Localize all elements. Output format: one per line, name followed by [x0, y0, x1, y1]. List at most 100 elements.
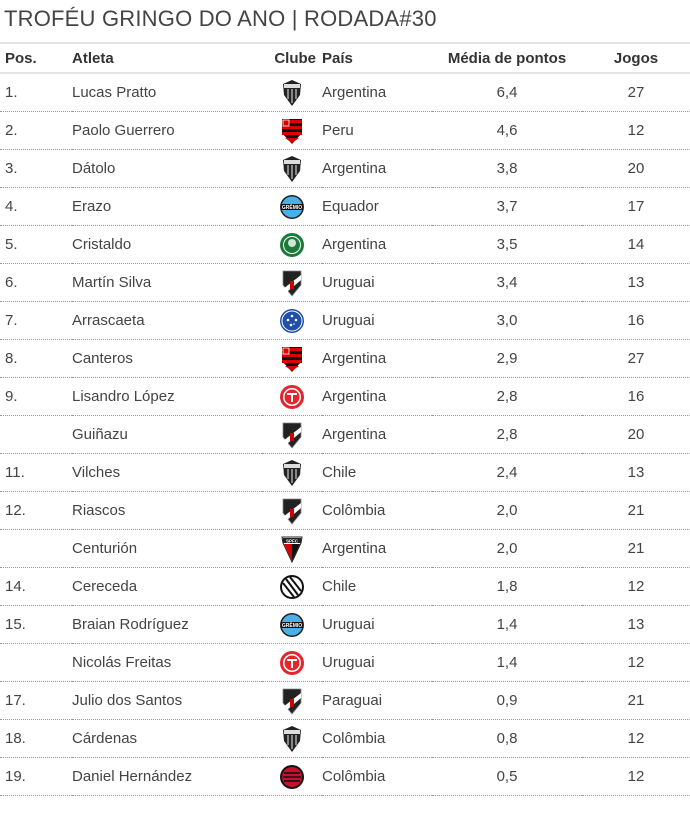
games-count: 27 [582, 339, 690, 378]
average-points: 2,8 [432, 415, 582, 454]
position-cell: 4. [0, 187, 72, 226]
gremio-crest: GRÊMIO [280, 194, 304, 219]
table-row: 11. Vilches Chile 2,4 13 [0, 453, 690, 492]
position-cell [0, 415, 72, 454]
games-count: 21 [582, 491, 690, 530]
athlete-name: Cereceda [72, 567, 262, 606]
table-row: 4. Erazo GRÊMIO Equador 3,7 17 [0, 187, 690, 226]
athlete-name: Lisandro López [72, 377, 262, 416]
country-cell: Uruguai [322, 605, 432, 644]
position-cell: 18. [0, 719, 72, 758]
country-cell: Argentina [322, 225, 432, 264]
table-row: 3. Dátolo Argentina 3,8 20 [0, 149, 690, 188]
athlete-name: Daniel Hernández [72, 757, 262, 796]
ranking-table: Pos. Atleta Clube País Média de pontos J… [0, 42, 690, 796]
club-cell [262, 263, 322, 302]
games-count: 20 [582, 149, 690, 188]
average-points: 1,8 [432, 567, 582, 606]
average-points: 0,9 [432, 681, 582, 720]
header-avg: Média de pontos [432, 42, 582, 74]
club-cell [262, 415, 322, 454]
games-count: 13 [582, 605, 690, 644]
athlete-name: Dátolo [72, 149, 262, 188]
games-count: 21 [582, 681, 690, 720]
club-cell: GRÊMIO [262, 187, 322, 226]
games-count: 12 [582, 567, 690, 606]
vasco-crest [282, 498, 302, 525]
position-cell: 11. [0, 453, 72, 492]
country-cell: Uruguai [322, 643, 432, 682]
athlete-name: Riascos [72, 491, 262, 530]
position-cell [0, 529, 72, 568]
atletico-mg-crest [283, 79, 301, 106]
average-points: 6,4 [432, 73, 582, 112]
athlete-name: Nicolás Freitas [72, 643, 262, 682]
internacional-crest [280, 384, 304, 409]
athlete-name: Cárdenas [72, 719, 262, 758]
average-points: 2,9 [432, 339, 582, 378]
header-row: Pos. Atleta Clube País Média de pontos J… [0, 42, 690, 74]
club-cell [262, 225, 322, 264]
games-count: 27 [582, 73, 690, 112]
country-cell: Chile [322, 567, 432, 606]
athlete-name: Arrascaeta [72, 301, 262, 340]
club-cell [262, 719, 322, 758]
average-points: 1,4 [432, 643, 582, 682]
page-title: TROFÉU GRINGO DO ANO | RODADA#30 [4, 6, 437, 31]
position-cell: 6. [0, 263, 72, 302]
atletico-pr-crest [280, 764, 304, 789]
header-country: País [322, 42, 432, 74]
athlete-name: Cristaldo [72, 225, 262, 264]
average-points: 2,4 [432, 453, 582, 492]
vasco-crest [282, 422, 302, 449]
table-row: 18. Cárdenas Colômbia 0,8 12 [0, 719, 690, 758]
table-body: 1. Lucas Pratto Argentina 6,4 27 2. Paolo Guer… [0, 73, 690, 796]
games-count: 13 [582, 263, 690, 302]
country-cell: Chile [322, 453, 432, 492]
table-row: Guiñazu Argentina 2,8 20 [0, 415, 690, 454]
club-cell [262, 757, 322, 796]
position-cell: 8. [0, 339, 72, 378]
table-row: 7. Arrascaeta Uruguai 3,0 16 [0, 301, 690, 340]
position-cell: 14. [0, 567, 72, 606]
country-cell: Argentina [322, 73, 432, 112]
club-cell: SPFC [262, 529, 322, 568]
average-points: 3,0 [432, 301, 582, 340]
flamengo-crest [282, 118, 302, 144]
cruzeiro-crest [280, 308, 304, 333]
flamengo-crest [282, 346, 302, 372]
country-cell: Argentina [322, 149, 432, 188]
athlete-name: Martín Silva [72, 263, 262, 302]
vasco-crest [282, 270, 302, 297]
country-cell: Argentina [322, 415, 432, 454]
position-cell: 2. [0, 111, 72, 150]
club-cell [262, 301, 322, 340]
games-count: 14 [582, 225, 690, 264]
atletico-mg-crest [283, 725, 301, 752]
figueirense-crest [280, 574, 304, 599]
position-cell: 7. [0, 301, 72, 340]
position-cell [0, 643, 72, 682]
average-points: 3,7 [432, 187, 582, 226]
club-cell [262, 111, 322, 150]
games-count: 21 [582, 529, 690, 568]
country-cell: Peru [322, 111, 432, 150]
club-cell [262, 339, 322, 378]
table-row: 2. Paolo Guerrero Peru 4,6 12 [0, 111, 690, 150]
club-cell [262, 681, 322, 720]
country-cell: Colômbia [322, 757, 432, 796]
table-row: 12. Riascos Colômbia 2,0 21 [0, 491, 690, 530]
average-points: 3,4 [432, 263, 582, 302]
table-row: 19. Daniel Hernández Colômbia 0,5 12 [0, 757, 690, 796]
vasco-crest [282, 688, 302, 715]
svg-text:GRÊMIO: GRÊMIO [282, 621, 302, 629]
average-points: 2,0 [432, 529, 582, 568]
header-games: Jogos [582, 42, 690, 74]
sao-paulo-crest: SPFC [281, 536, 303, 563]
position-cell: 1. [0, 73, 72, 112]
table-row: 17. Julio dos Santos Paraguai 0,9 21 [0, 681, 690, 720]
svg-text:SPFC: SPFC [286, 538, 299, 543]
palmeiras-crest [280, 232, 304, 257]
position-cell: 19. [0, 757, 72, 796]
position-cell: 5. [0, 225, 72, 264]
